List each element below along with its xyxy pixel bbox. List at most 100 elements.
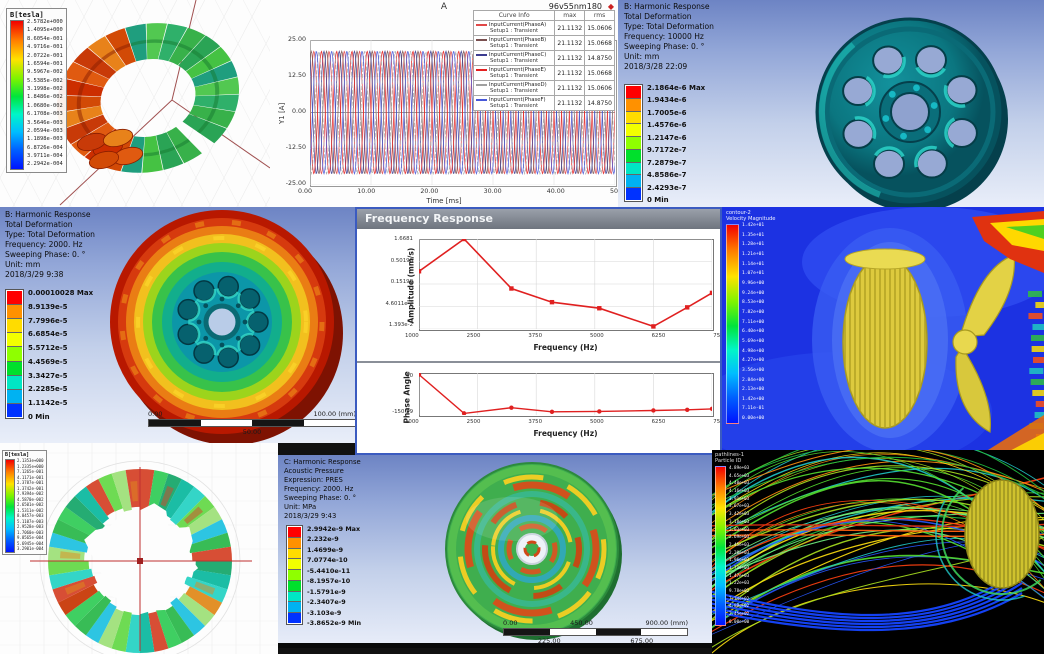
ruler-label: 0.00	[148, 410, 163, 418]
legend-value: -8.1957e-10	[307, 577, 351, 586]
result-header-line: 2018/3/28 22:09	[624, 62, 688, 71]
colorband	[288, 570, 301, 581]
result-header-line: C: Harmonic Response	[284, 458, 361, 466]
legend-value: 9.78e+02	[729, 588, 750, 593]
panel-harmonic-response-blue: B: Harmonic Response Total Deformation Typ…	[618, 0, 1044, 207]
scale-ruler: 0.00 450.00 900.00 (mm) 225.00 675.00	[503, 619, 688, 645]
legend-value: 3.2901e-004	[17, 546, 44, 551]
legend-value: 1.4095e+000	[27, 27, 63, 34]
legend-value: 2.232e-9	[307, 535, 339, 544]
legend-value: 4.1171e-001	[17, 474, 44, 480]
colorband	[626, 98, 641, 112]
curve-row: InputCurrent(PhaseC) Setup1 : Transient …	[472, 50, 615, 66]
curve-max: 21.1132	[554, 35, 586, 51]
result-legend: 2.1864e-6 Max 1.9434e-6 1.7005e-6 1.4576e-6…	[624, 84, 705, 204]
model-label: 96v55nm180	[548, 2, 602, 11]
result-header-line: Frequency: 2000. Hz	[5, 240, 83, 249]
frequency-response-window: Frequency Response Amplitude (mm/s) 1.66…	[355, 207, 722, 455]
colorband	[288, 580, 301, 592]
x-tick: 7500	[713, 333, 721, 339]
legend-value: 2.93e+03	[729, 526, 750, 532]
legend-value: 4.5870e-002	[17, 496, 44, 502]
x-tick: 20.00	[420, 188, 439, 195]
legend-value: 7.11e-01	[742, 406, 765, 412]
legend-value: 4.89e+03	[729, 465, 750, 470]
legend-title-1: contour-2	[726, 210, 751, 216]
result-header-line: Frequency: 2000. Hz	[284, 485, 354, 493]
legend-value: 9.8565e-004	[17, 535, 44, 540]
y-tick: -25.00	[285, 180, 306, 187]
ruler-label: 100.00 (mm)	[313, 410, 355, 418]
result-legend: 2.9942e-9 Max 2.232e-9 1.4699e-9 7.0774e-10…	[286, 525, 361, 627]
pane-splitter[interactable]	[357, 361, 720, 363]
x-tick: 1000	[405, 333, 419, 339]
amplitude-y-ticks: 1.6681 0.50198 0.15198 4.6011e-2 1.393e-2	[379, 236, 413, 328]
legend-value: -5.4410e-11	[307, 566, 351, 575]
legend-values: 2.1353e+000 1.2335e+000 7.1265e-001 4.1171e…	[17, 459, 44, 551]
curve-info-table: Curve Info max rms InputCurrent(PhaseA) …	[472, 10, 615, 111]
y-tick: 12.50	[287, 72, 306, 79]
stator-field-render	[0, 443, 278, 654]
result-header-line: Sweeping Phase: 0. °	[624, 42, 705, 51]
legend-value: 4.4569e-5	[28, 357, 68, 366]
curve-rms: 15.0606	[584, 80, 615, 96]
legend-value: 9.24e+00	[742, 290, 765, 296]
field-legend: B[tesla] 2.5782e+000 1.4095e+000 8.6054e-0…	[6, 8, 67, 173]
curve-swatch	[476, 54, 487, 56]
panel-maxwell-stator: B[tesla] 2.1353e+000 1.2335e+000 7.1265e-0…	[0, 443, 278, 654]
legend-value: 0 Min	[28, 412, 50, 421]
legend-value: 2.4293e-7	[647, 183, 687, 192]
ruler-label: 50.00	[242, 428, 262, 436]
colorbar	[5, 289, 24, 419]
colorband	[7, 291, 22, 306]
colorband	[626, 162, 641, 176]
result-header-line: Expression: PRES	[284, 476, 343, 484]
plot-title: A	[440, 2, 448, 12]
curve-row: InputCurrent(PhaseA) Setup1 : Transient …	[472, 20, 615, 36]
colorbar	[5, 459, 15, 553]
panel-cfd-velocity: contour-2 Velocity Magnitude 1.42e+01 1.3…	[722, 207, 1044, 455]
x-tick: 2500	[466, 333, 481, 339]
legend-value: 1.71e+03	[729, 564, 750, 570]
legend-value: 5.6945e-004	[17, 540, 44, 546]
colorband	[288, 548, 301, 560]
colorband	[626, 111, 641, 125]
legend-values: 2.9942e-9 Max 2.232e-9 1.4699e-9 7.0774e-10…	[307, 525, 361, 627]
legend-value: 4.9716e-001	[27, 44, 63, 51]
legend-value: 1.7005e-6	[647, 108, 687, 117]
ruler-label: 225.00	[537, 637, 561, 645]
y-tick: 0.00	[291, 108, 306, 115]
result-header-line: Total Deformation	[624, 12, 692, 21]
legend-value: 6.1708e-003	[27, 111, 63, 118]
window-title-bar[interactable]: Frequency Response	[357, 209, 720, 229]
legend-value: 3.3427e-5	[28, 371, 68, 380]
x-tick: 6250	[651, 333, 666, 339]
curve-max: 21.1132	[554, 50, 586, 66]
legend-value: 1.7060e-003	[17, 529, 44, 535]
panel-pathlines: pathlines-1 Particle ID 4.89e+03 4.65e+03…	[712, 450, 1044, 654]
x-tick: 40.00	[546, 188, 565, 195]
legend-value: 3.56e+00	[742, 367, 765, 373]
result-header-line: Sweeping Phase: 0. °	[5, 250, 86, 259]
curve-setup: Setup1 : Transient	[490, 43, 539, 49]
colorband	[7, 333, 22, 348]
legend-value: 2.9942e-9 Max	[307, 525, 361, 533]
legend-value: 4.16e+03	[729, 488, 750, 494]
contour-legend: contour-2 Velocity Magnitude 1.42e+01 1.3…	[726, 210, 775, 424]
phase-y-ticks: 90 -150.29	[387, 373, 413, 415]
curve-row: InputCurrent(PhaseF) Setup1 : Transient …	[472, 95, 615, 111]
legend-value: 7.11e+00	[742, 319, 765, 325]
legend-value: 3.9711e-004	[27, 153, 63, 159]
result-legend: 0.00010028 Max 8.9139e-5 7.7996e-5 6.6854e-…	[5, 289, 93, 421]
ruler-label: 900.00 (mm)	[645, 619, 688, 627]
colorband	[288, 559, 301, 571]
legend-values: 2.5782e+000 1.4095e+000 8.6054e-001 4.9716e…	[27, 19, 63, 168]
legend-value: 1.42e+01	[742, 223, 765, 228]
result-header-line: Unit: mm	[624, 52, 660, 61]
legend-value: 1.2335e+000	[17, 463, 44, 469]
curve-name: InputCurrent(PhaseF)	[489, 97, 546, 103]
legend-value: 1.28e+01	[742, 242, 765, 248]
curve-name: InputCurrent(PhaseA)	[489, 22, 547, 28]
curve-setup: Setup1 : Transient	[490, 58, 539, 64]
legend-value: 4.89e+02	[729, 603, 750, 609]
